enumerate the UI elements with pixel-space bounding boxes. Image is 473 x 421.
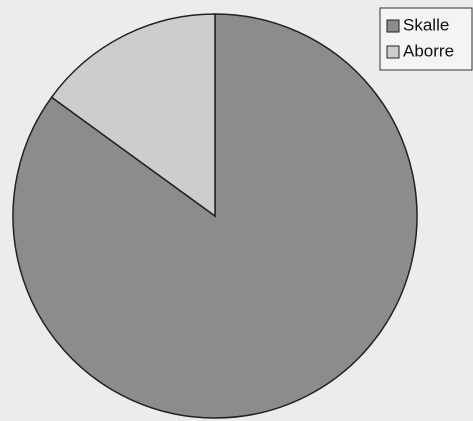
legend: Skalle Aborre xyxy=(386,15,454,60)
pie-slice xyxy=(50,13,216,218)
legend-swatch xyxy=(386,45,400,59)
legend-label: Aborre xyxy=(403,41,454,60)
legend-box xyxy=(379,7,473,71)
pie xyxy=(12,13,418,419)
legend-swatch xyxy=(386,19,400,33)
legend-label: Skalle xyxy=(403,15,449,34)
